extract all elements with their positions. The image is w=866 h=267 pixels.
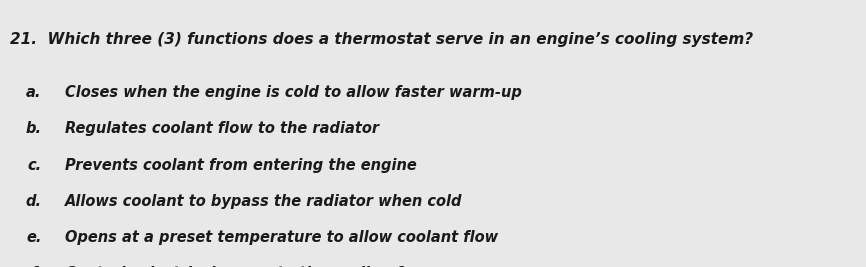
Text: Closes when the engine is cold to allow faster warm-up: Closes when the engine is cold to allow … — [65, 85, 522, 100]
Text: c.: c. — [28, 158, 42, 172]
Text: Regulates coolant flow to the radiator: Regulates coolant flow to the radiator — [65, 121, 379, 136]
Text: Allows coolant to bypass the radiator when cold: Allows coolant to bypass the radiator wh… — [65, 194, 462, 209]
Text: a.: a. — [26, 85, 42, 100]
Text: 21.  Which three (3) functions does a thermostat serve in an engine’s cooling sy: 21. Which three (3) functions does a the… — [10, 32, 753, 47]
Text: d.: d. — [26, 194, 42, 209]
Text: b.: b. — [26, 121, 42, 136]
Text: Prevents coolant from entering the engine: Prevents coolant from entering the engin… — [65, 158, 417, 172]
Text: f.: f. — [30, 266, 42, 267]
Text: Controls electrical power to the cooling fans: Controls electrical power to the cooling… — [65, 266, 431, 267]
Text: e.: e. — [26, 230, 42, 245]
Text: Opens at a preset temperature to allow coolant flow: Opens at a preset temperature to allow c… — [65, 230, 498, 245]
